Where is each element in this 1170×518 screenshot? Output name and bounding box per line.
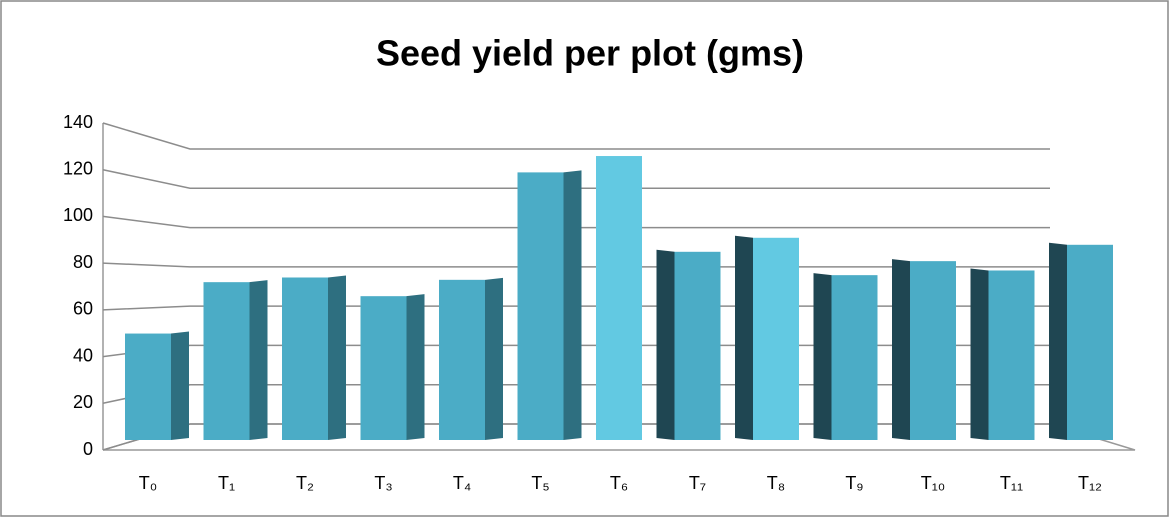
bar-group <box>360 294 425 440</box>
y-tick-label: 60 <box>73 299 93 319</box>
bar-side <box>735 235 753 440</box>
bar-group <box>282 275 346 440</box>
bar-side <box>485 277 503 440</box>
y-tick-label: 20 <box>73 392 93 412</box>
x-tick-label: T₆ <box>610 473 628 493</box>
bar <box>203 282 250 440</box>
x-tick-label: T₅ <box>531 473 549 493</box>
bar-side <box>171 331 189 440</box>
bar-side <box>406 294 425 440</box>
bar <box>360 296 407 440</box>
x-tick-label: T₁ <box>218 473 235 493</box>
bar-group <box>517 170 582 440</box>
bar <box>282 277 328 440</box>
x-tick-label: T₇ <box>689 473 706 493</box>
bar-group <box>439 277 503 440</box>
y-tick-label: 100 <box>63 205 93 225</box>
bar-side <box>1049 242 1067 440</box>
bar-group <box>970 268 1035 440</box>
bar-side <box>249 280 268 440</box>
bar-side <box>813 273 832 440</box>
bar-group <box>892 259 956 440</box>
bar <box>125 333 171 440</box>
x-tick-label: T₈ <box>767 473 785 493</box>
bar-side <box>970 268 989 440</box>
x-tick-label: T₁₂ <box>1078 473 1102 493</box>
bar <box>596 156 642 441</box>
grid-line <box>102 168 1050 190</box>
x-tick-label: T₃ <box>374 473 392 493</box>
bar-group <box>735 235 799 440</box>
grid-line <box>102 215 1050 229</box>
x-tick-label: T₉ <box>845 473 863 493</box>
x-tick-label: T₂ <box>296 473 314 493</box>
chart-title: Seed yield per plot (gms) <box>376 33 804 74</box>
y-tick-label: 0 <box>83 439 93 459</box>
bar <box>517 172 564 440</box>
bar <box>439 279 485 440</box>
y-tick-label: 140 <box>63 112 93 132</box>
bar-group <box>813 273 878 440</box>
bar-group <box>125 331 189 440</box>
bar-side <box>563 170 582 440</box>
bar-group <box>656 249 721 440</box>
bar <box>753 237 799 440</box>
bar-group <box>1049 242 1113 440</box>
bar-side <box>656 249 675 440</box>
bar-side <box>328 275 346 440</box>
bar-side <box>892 259 910 440</box>
bar <box>910 261 956 440</box>
bar-group <box>203 280 268 440</box>
x-tick-label: T₁₁ <box>1000 473 1023 493</box>
x-tick-label: T₀ <box>139 473 157 493</box>
y-tick-label: 40 <box>73 345 93 365</box>
x-tick-label: T₁₀ <box>921 473 946 493</box>
bar-group <box>596 156 642 441</box>
bar <box>1067 244 1113 440</box>
x-tick-label: T₄ <box>453 473 471 493</box>
y-tick-label: 120 <box>63 158 93 178</box>
bar <box>674 251 721 440</box>
grid-line <box>102 122 1050 150</box>
bar <box>988 270 1035 440</box>
bar <box>831 275 878 440</box>
y-tick-label: 80 <box>73 252 93 272</box>
